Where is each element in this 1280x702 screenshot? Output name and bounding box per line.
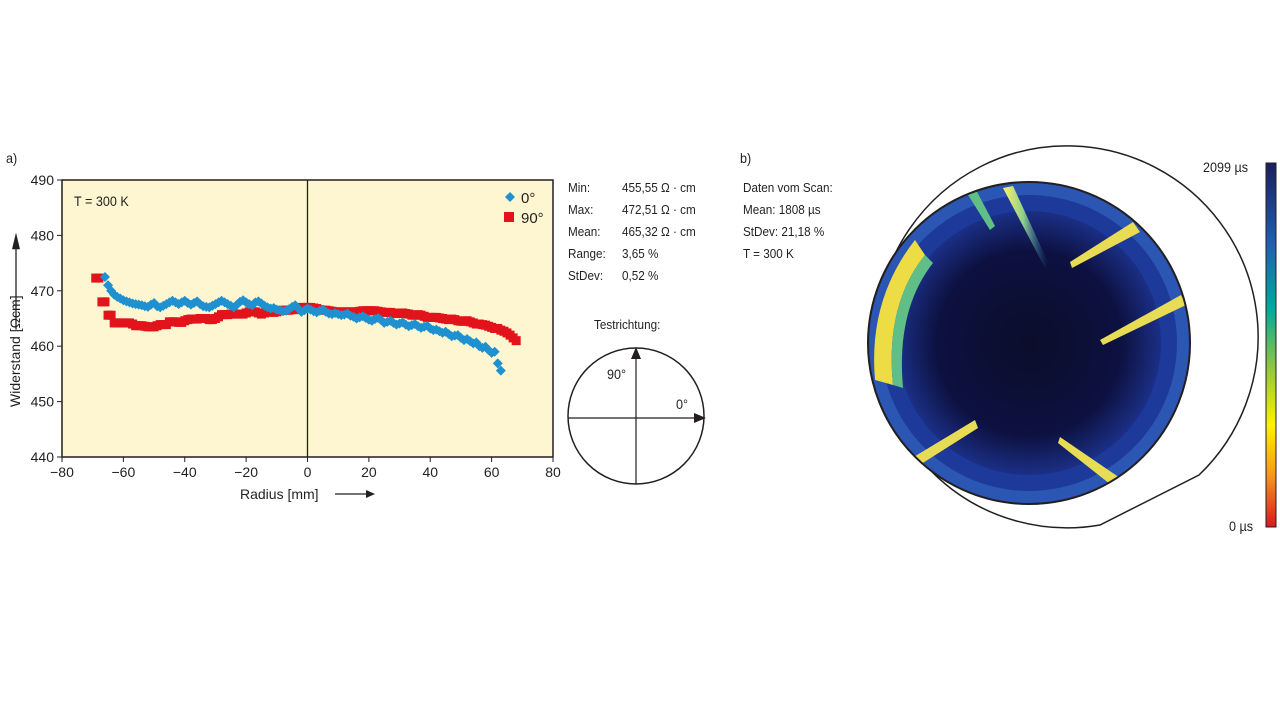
y-axis-arrow-icon: [12, 232, 20, 250]
stat-key: Range:: [568, 246, 606, 261]
point-0deg: [495, 365, 506, 376]
defect-streaks: [912, 186, 1186, 488]
x-tick-label: −40: [173, 464, 197, 480]
x-tick-label: 60: [484, 464, 500, 480]
stat-value: 455,55 Ω · cm: [622, 180, 696, 195]
scan-info-line: Mean: 1808 µs: [743, 202, 821, 217]
point-0deg: [247, 300, 258, 311]
wafer-outline: [875, 145, 1259, 529]
y-tick-label: 460: [31, 338, 55, 354]
stat-key: StDev:: [568, 268, 604, 283]
direction-title: Testrichtung:: [594, 317, 661, 332]
stat-value: 0,52 %: [622, 268, 659, 283]
arrow-up-icon: [631, 347, 641, 359]
x-tick-label: 80: [545, 464, 561, 480]
legend-marker-90deg: [504, 212, 514, 222]
panel-a-tag: a): [6, 150, 18, 166]
y-tick-label: 450: [31, 394, 55, 410]
point-0deg: [99, 271, 110, 282]
point-90deg: [106, 310, 116, 320]
legend-marker-0deg: [505, 192, 515, 202]
colorbar-max-label: 2099 µs: [1203, 159, 1249, 175]
legend-label-0deg: 0°: [521, 190, 535, 207]
x-tick-label: 20: [361, 464, 377, 480]
x-axis-arrow-icon: [366, 490, 375, 498]
scan-info-line: T = 300 K: [743, 246, 794, 261]
y-tick-label: 470: [31, 283, 55, 299]
x-tick-label: −80: [50, 464, 74, 480]
scan-info-line: StDev: 21,18 %: [743, 224, 825, 239]
stat-key: Mean:: [568, 224, 601, 239]
point-0deg: [492, 358, 503, 369]
x-axis-label: Radius [mm]: [240, 486, 319, 502]
y-tick-label: 490: [31, 172, 55, 188]
panel-b-tag: b): [740, 150, 752, 166]
legend-label-90deg: 90°: [521, 210, 544, 227]
x-tick-label: −20: [234, 464, 258, 480]
x-tick-label: 0: [304, 464, 312, 480]
stat-key: Max:: [568, 202, 594, 217]
direction-label-90: 90°: [607, 366, 627, 382]
point-90deg: [100, 297, 110, 307]
scan-info-line: Daten vom Scan:: [743, 180, 833, 195]
temperature-note: T = 300 K: [74, 193, 129, 209]
point-0deg: [489, 346, 500, 357]
stat-value: 472,51 Ω · cm: [622, 202, 696, 217]
y-tick-label: 480: [31, 227, 55, 243]
direction-diagram: [567, 347, 706, 485]
y-tick-label: 440: [31, 449, 55, 465]
stat-value: 3,65 %: [622, 246, 659, 261]
stat-value: 465,32 Ω · cm: [622, 224, 696, 239]
left-edge-band: [874, 240, 925, 385]
x-tick-label: 40: [422, 464, 438, 480]
point-90deg: [94, 273, 104, 283]
colorbar: [1265, 162, 1277, 528]
stat-key: Min:: [568, 180, 591, 195]
arrow-right-icon: [694, 413, 706, 423]
direction-label-0: 0°: [676, 396, 689, 412]
colorbar-min-label: 0 µs: [1229, 518, 1254, 534]
x-tick-label: −60: [112, 464, 136, 480]
y-axis-label: Widerstand [Ωcm]: [7, 295, 23, 407]
point-90deg: [511, 336, 521, 346]
